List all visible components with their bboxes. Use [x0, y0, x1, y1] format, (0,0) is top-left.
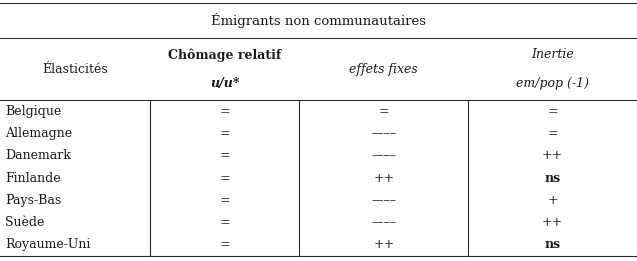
Text: Allemagne: Allemagne [5, 127, 72, 140]
Text: ++: ++ [542, 150, 563, 162]
Text: =: = [219, 105, 230, 118]
Text: =: = [219, 238, 230, 251]
Text: =: = [547, 127, 558, 140]
Text: Danemark: Danemark [5, 150, 71, 162]
Text: Belgique: Belgique [5, 105, 61, 118]
Text: =: = [378, 105, 389, 118]
Text: em/pop (-1): em/pop (-1) [516, 77, 589, 90]
Text: Chômage relatif: Chômage relatif [168, 48, 281, 62]
Text: ns: ns [545, 238, 561, 251]
Text: ––––: –––– [371, 216, 396, 229]
Text: ––––: –––– [371, 127, 396, 140]
Text: Émigrants non communautaires: Émigrants non communautaires [211, 13, 426, 28]
Text: Suède: Suède [5, 216, 45, 229]
Text: Pays-Bas: Pays-Bas [5, 194, 61, 207]
Text: =: = [219, 127, 230, 140]
Text: =: = [219, 150, 230, 162]
Text: ++: ++ [373, 172, 394, 185]
Text: u/u*: u/u* [210, 77, 240, 90]
Text: +: + [547, 194, 558, 207]
Text: Royaume-Uni: Royaume-Uni [5, 238, 90, 251]
Text: Inertie: Inertie [531, 48, 574, 61]
Text: ++: ++ [542, 216, 563, 229]
Text: Finlande: Finlande [5, 172, 61, 185]
Text: ––––: –––– [371, 194, 396, 207]
Text: =: = [219, 216, 230, 229]
Text: effets fixes: effets fixes [350, 63, 418, 76]
Text: Élasticités: Élasticités [42, 63, 108, 76]
Text: =: = [219, 172, 230, 185]
Text: =: = [219, 194, 230, 207]
Text: ns: ns [545, 172, 561, 185]
Text: ––––: –––– [371, 150, 396, 162]
Text: ++: ++ [373, 238, 394, 251]
Text: =: = [547, 105, 558, 118]
